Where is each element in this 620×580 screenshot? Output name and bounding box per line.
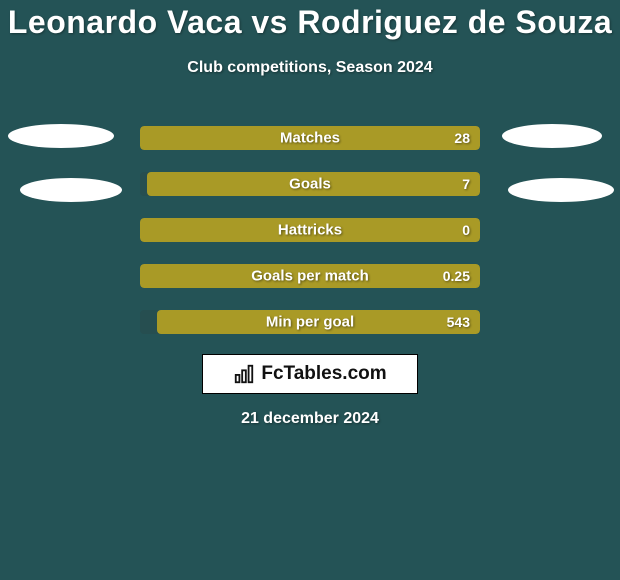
stat-value: 7 — [462, 176, 470, 192]
stat-label: Hattricks — [278, 222, 342, 239]
stat-value: 0.25 — [443, 268, 470, 284]
stat-label: Goals per match — [251, 268, 369, 285]
right-ellipse-2 — [508, 178, 614, 202]
chart-icon — [233, 363, 255, 385]
left-ellipse-1 — [8, 124, 114, 148]
stat-label: Matches — [280, 130, 340, 147]
stat-row: Goals per match 0.25 — [140, 264, 480, 288]
subtitle: Club competitions, Season 2024 — [0, 59, 620, 77]
comparison-card: Leonardo Vaca vs Rodriguez de Souza Club… — [0, 0, 620, 580]
left-ellipse-2 — [20, 178, 122, 202]
footer-date: 21 december 2024 — [0, 410, 620, 428]
right-ellipse-1 — [502, 124, 602, 148]
stat-value: 28 — [454, 130, 470, 146]
branding-text: FcTables.com — [261, 363, 386, 385]
page-title: Leonardo Vaca vs Rodriguez de Souza — [0, 0, 620, 41]
stat-label: Min per goal — [266, 314, 354, 331]
stat-row: Goals 7 — [140, 172, 480, 196]
branding-box[interactable]: FcTables.com — [202, 354, 418, 394]
stat-label: Goals — [289, 176, 331, 193]
stat-row: Hattricks 0 — [140, 218, 480, 242]
stat-row: Matches 28 — [140, 126, 480, 150]
stat-value: 0 — [462, 222, 470, 238]
stat-row: Min per goal 543 — [140, 310, 480, 334]
stat-value: 543 — [447, 314, 470, 330]
stat-bars: Matches 28 Goals 7 Hattricks 0 Goals per match… — [140, 126, 480, 334]
